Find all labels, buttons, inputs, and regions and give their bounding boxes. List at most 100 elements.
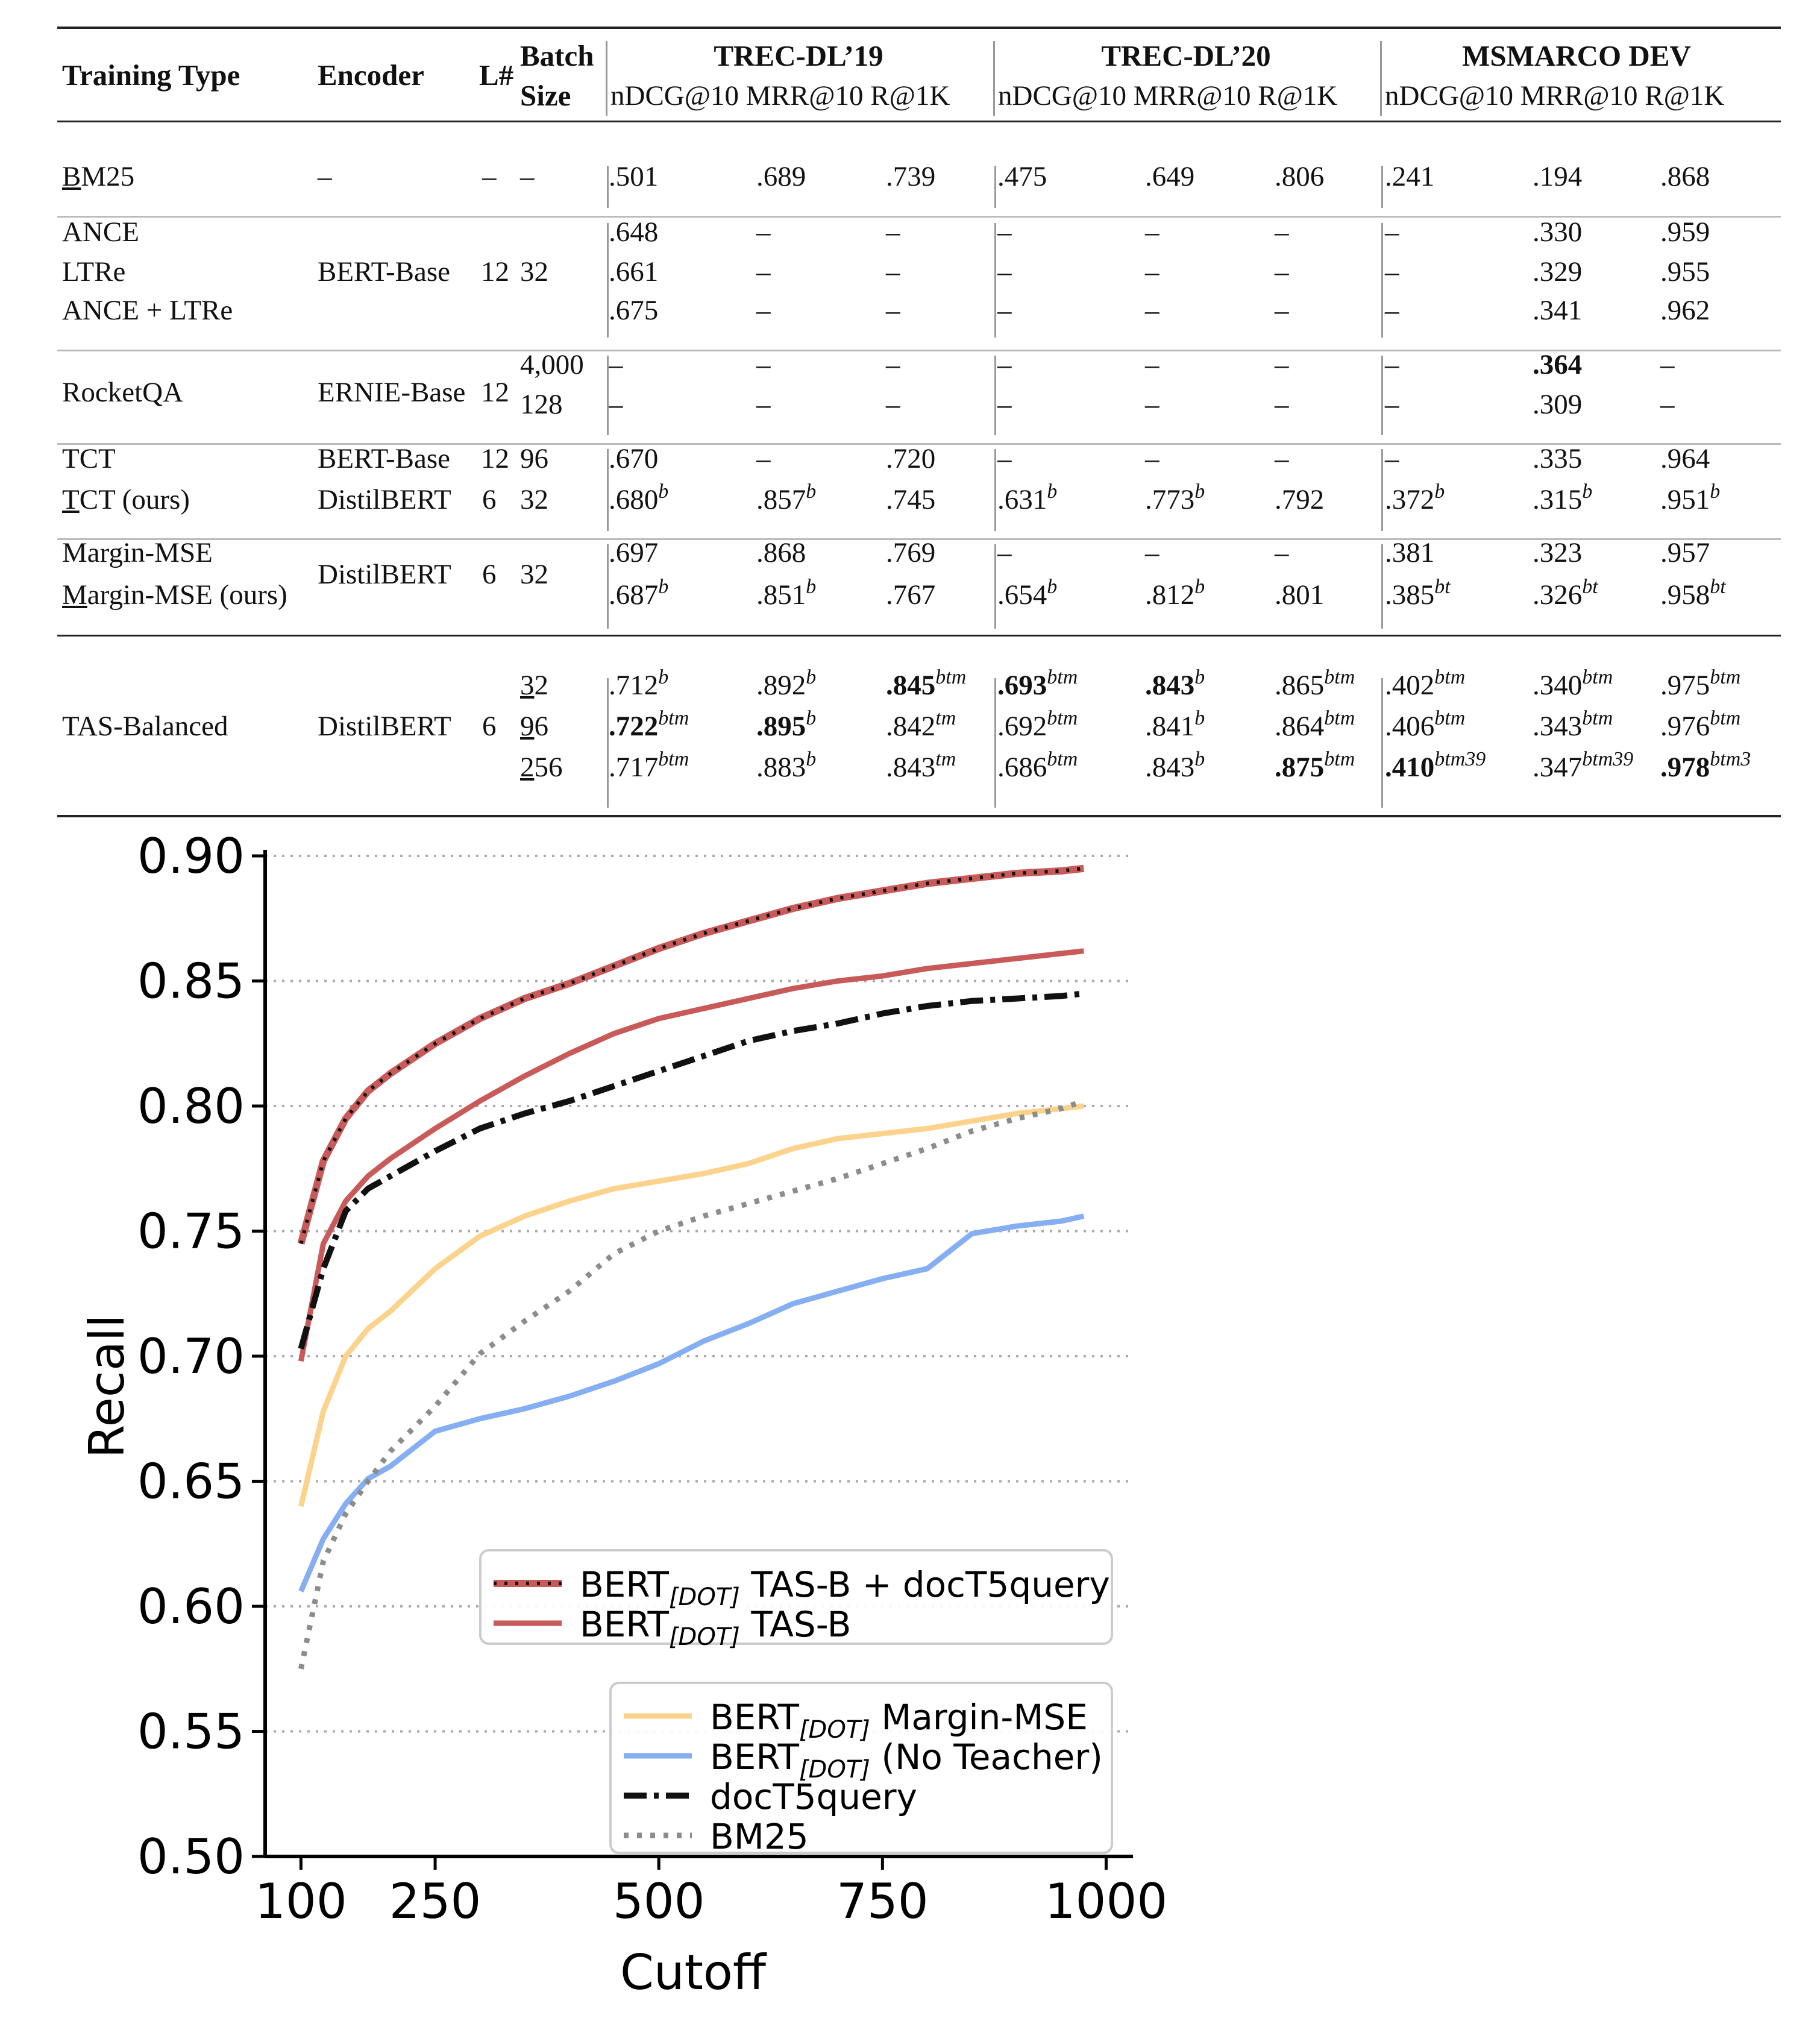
metric-value: .402btm (1385, 667, 1465, 700)
header-metrics: nDCG@10 MRR@10 R@1K (998, 80, 1338, 112)
metric-number: .964 (1660, 443, 1710, 474)
metric-value: – (1145, 445, 1159, 473)
legend-model: BERT (580, 1564, 670, 1605)
batch-size: 256 (520, 752, 563, 783)
metric-number: .769 (886, 537, 936, 568)
column-separator (607, 223, 609, 338)
legend-label: docT5query (710, 1776, 917, 1817)
column-separator (1381, 678, 1383, 808)
metric-number: .475 (997, 161, 1047, 192)
significance-marker: btm (1582, 666, 1613, 688)
metric-value: – (1385, 258, 1399, 286)
metric-number: – (1385, 389, 1399, 420)
column-separator (607, 356, 609, 435)
metric-number: .372 (1385, 484, 1435, 515)
significance-marker: b (806, 576, 817, 598)
metric-value: – (756, 218, 771, 247)
metric-number: .347 (1533, 752, 1583, 783)
significance-marker: btm (1047, 707, 1078, 729)
y-tick-label: 0.75 (137, 1204, 245, 1260)
metric-number: .631 (997, 484, 1047, 515)
metric-number: – (997, 443, 1012, 474)
significance-marker: b (1194, 480, 1205, 503)
metric-number: .340 (1533, 670, 1583, 701)
x-tick-label: 500 (613, 1873, 705, 1929)
encoder-name: ERNIE-Base (318, 377, 466, 408)
metric-number: .851 (756, 579, 806, 611)
metric-value: – (1385, 297, 1399, 325)
header-batch: Batch (520, 39, 594, 72)
metric-number: – (756, 443, 771, 474)
method-name: ANCE + LTRe (62, 295, 233, 326)
significance-marker: b (1047, 576, 1058, 598)
y-tick-label: 0.85 (137, 954, 245, 1010)
metric-number: .385 (1385, 579, 1435, 611)
layer-count: 12 (481, 377, 509, 408)
series-line-no-teacher (298, 1213, 1085, 1592)
column-separator (994, 544, 996, 629)
method-name-initial: T (62, 484, 80, 515)
metric-number: .692 (997, 711, 1047, 742)
legend-label: BERT[DOT] TAS-B + docT5query (580, 1564, 1110, 1611)
metric-number: – (1660, 349, 1675, 380)
metric-value: .845btm (886, 667, 966, 700)
metric-value: .792 (1275, 486, 1324, 514)
row-divider (57, 216, 1781, 218)
method-name-initial: M (62, 579, 87, 611)
metric-value: .340btm (1533, 667, 1613, 701)
encoder-name: DistilBERT (318, 711, 451, 742)
layer-count: 6 (482, 711, 497, 742)
metric-value: – (997, 258, 1012, 286)
header-training-type: Training Type (62, 58, 240, 92)
batch-size: 128 (520, 389, 563, 420)
metric-value: .241 (1385, 163, 1434, 191)
metric-number: .978 (1660, 752, 1710, 783)
column-separator (994, 223, 996, 338)
metric-value: .648 (609, 218, 658, 247)
significance-marker: b (1194, 748, 1205, 770)
header-group: TREC-DL’19 (714, 39, 883, 72)
significance-marker: btm (1047, 666, 1078, 688)
metric-value: .892b (756, 667, 816, 700)
metric-value: .309 (1533, 391, 1582, 419)
metric-value: – (997, 297, 1012, 325)
y-tick-label: 0.70 (137, 1328, 245, 1385)
metric-number: .745 (886, 484, 936, 515)
y-tick-label: 0.90 (137, 832, 245, 884)
column-separator (994, 166, 996, 208)
metric-number: .661 (609, 256, 659, 288)
metric-number: .767 (886, 579, 936, 611)
series-line-margin-mse (298, 1103, 1084, 1507)
significance-marker: bt (1582, 576, 1598, 598)
metric-value: .326bt (1533, 577, 1598, 609)
significance-marker: b (806, 707, 817, 729)
metric-value: – (886, 218, 900, 247)
metric-number: – (756, 295, 771, 326)
metric-number: .739 (886, 161, 936, 192)
significance-marker: bt (1710, 576, 1726, 598)
legend-label: BERT[DOT] TAS-B (580, 1604, 851, 1651)
metric-number: .841 (1145, 711, 1195, 742)
metric-number: .857 (756, 484, 806, 515)
method-name: TCT (ours) (62, 484, 190, 515)
column-separator (1381, 223, 1383, 338)
metric-number: .680 (609, 484, 659, 515)
metric-number: – (997, 256, 1012, 288)
results-table: Training Type Encoder L# Batch Size TREC-DL’1… (0, 0, 1820, 832)
metric-value: .812b (1145, 577, 1205, 609)
metric-number: .958 (1660, 579, 1710, 611)
batch-size-initial: 9 (520, 711, 535, 742)
metric-value: .343btm (1533, 708, 1613, 741)
metric-number: – (609, 389, 623, 420)
metric-number: .649 (1145, 161, 1195, 192)
metric-value: – (1385, 445, 1399, 473)
legend-lower (609, 1682, 1113, 1854)
layer-count: – (482, 161, 497, 192)
metric-number: .722 (609, 711, 659, 742)
metric-value: – (1275, 218, 1289, 247)
metric-number: – (1385, 256, 1399, 288)
metric-number: – (1385, 443, 1399, 474)
batch-size: 32 (520, 559, 548, 590)
metric-value: .717btm (609, 749, 689, 782)
metric-number: .241 (1385, 161, 1435, 192)
